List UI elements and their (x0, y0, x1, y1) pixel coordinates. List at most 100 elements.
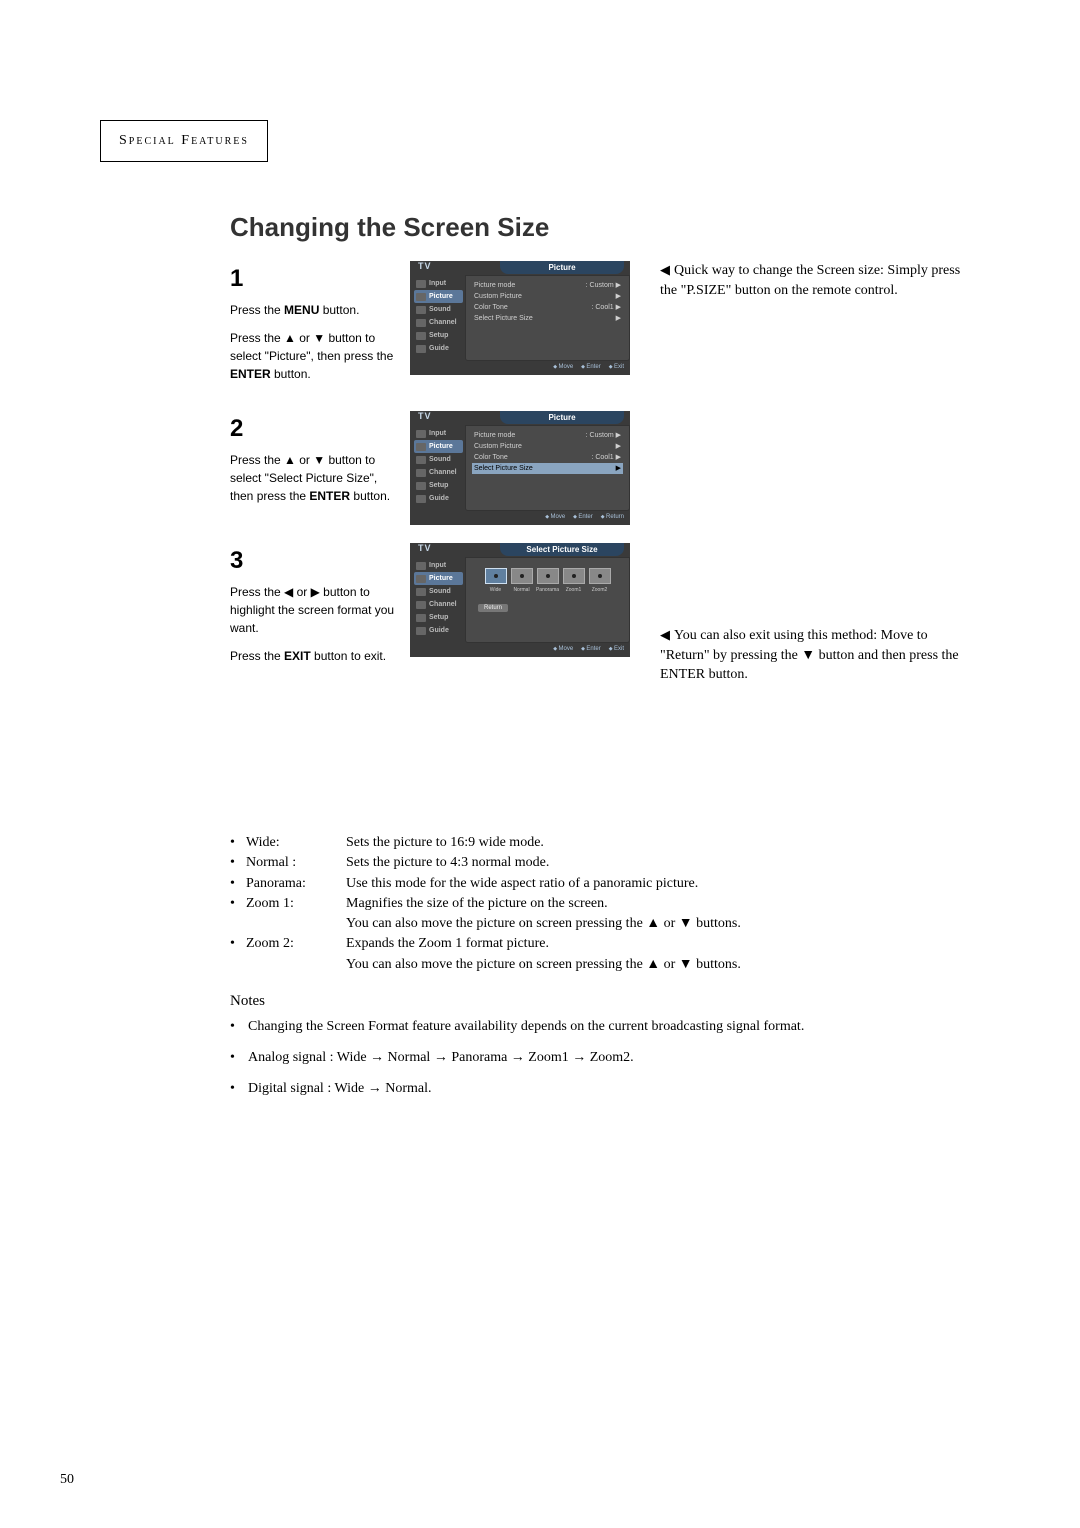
osd-menu-line: Color Tone: Cool1 ▶ (472, 452, 623, 463)
left-arrow-icon: ◀ (660, 627, 670, 642)
osd-menu-line: Custom Picture▶ (472, 441, 623, 452)
mode-description: Magnifies the size of the picture on the… (346, 894, 990, 935)
mode-description: Expands the Zoom 1 format picture.You ca… (346, 934, 990, 975)
osd-nav-item: Input (414, 559, 463, 572)
step-number: 2 (230, 411, 400, 447)
osd-title: Select Picture Size (500, 543, 624, 556)
osd-nav-item: Guide (414, 492, 463, 505)
step-instruction: Press the ▲ or ▼ button to select "Pictu… (230, 329, 400, 383)
mode-description: Use this mode for the wide aspect ratio … (346, 874, 990, 894)
size-option: Normal (511, 568, 533, 584)
sidenotes-column: ◀Quick way to change the Screen size: Si… (640, 261, 980, 825)
steps-column: 1 Press the MENU button. Press the ▲ or ▼… (230, 261, 640, 825)
osd-tv-label: TV (418, 411, 432, 421)
osd-tv-label: TV (418, 543, 432, 553)
section-header-text: Special Features (119, 133, 249, 148)
osd-nav-item: Input (414, 277, 463, 290)
step-number: 3 (230, 543, 400, 579)
step-instruction: Press the ▲ or ▼ button to select "Selec… (230, 451, 400, 505)
mode-row: • Zoom 1: Magnifies the size of the pict… (230, 894, 990, 935)
osd-nav-item: Guide (414, 342, 463, 355)
size-option: Wide (485, 568, 507, 584)
osd-foot-hint: Enter (581, 364, 601, 370)
osd-foot-hint: Exit (609, 364, 624, 370)
osd-nav-item: Setup (414, 611, 463, 624)
osd-foot-hint: Enter (581, 646, 601, 652)
step-row: 1 Press the MENU button. Press the ▲ or ▼… (230, 261, 640, 393)
osd-foot-hint: Return (601, 514, 624, 520)
step-instruction: Press the MENU button. (230, 301, 400, 319)
osd-nav: InputPictureSoundChannelSetupGuide (410, 557, 465, 643)
size-option: Zoom2 (589, 568, 611, 584)
osd-foot-hint: Move (553, 646, 573, 652)
osd-title: Picture (500, 411, 624, 424)
osd-footer: Move Enter Exit (410, 643, 630, 655)
osd-nav-item: Input (414, 427, 463, 440)
osd-nav-item: Picture (414, 290, 463, 303)
mode-label: Panorama: (246, 874, 346, 894)
osd-menu-line: Color Tone: Cool1 ▶ (472, 302, 623, 313)
note-item: Analog signal : Wide → Normal → Panorama… (230, 1049, 990, 1068)
note-item: Digital signal : Wide → Normal. (230, 1080, 990, 1099)
bullet-icon: • (230, 833, 246, 853)
osd-nav-item: Setup (414, 329, 463, 342)
page-number: 50 (60, 1472, 74, 1488)
osd-foot-hint: Exit (609, 646, 624, 652)
osd-footer: Move Enter Exit (410, 361, 630, 373)
mode-label: Zoom 2: (246, 934, 346, 954)
mode-row: • Normal : Sets the picture to 4:3 norma… (230, 853, 990, 873)
osd-container: TV Picture InputPictureSoundChannelSetup… (410, 261, 630, 393)
section-header: Special Features (100, 120, 268, 162)
osd-foot-hint: Move (545, 514, 565, 520)
osd-panel: WideNormalPanoramaZoom1Zoom2 Return (465, 557, 630, 643)
bullet-icon: • (230, 934, 246, 954)
step-number: 1 (230, 261, 400, 297)
osd-container: TV Select Picture Size InputPictureSound… (410, 543, 630, 675)
osd-tv-label: TV (418, 261, 432, 271)
bullet-icon: • (230, 894, 246, 914)
osd-footer: MoveEnterReturn (410, 511, 630, 523)
step-row: 2 Press the ▲ or ▼ button to select "Sel… (230, 411, 640, 525)
step-instruction: Press the ◀ or ▶ button to highlight the… (230, 583, 400, 637)
step-row: 3 Press the ◀ or ▶ button to highlight t… (230, 543, 640, 675)
return-button: Return (478, 604, 508, 612)
mode-label: Wide: (246, 833, 346, 853)
left-arrow-icon: ◀ (660, 262, 670, 277)
osd-screenshot: TV Picture InputPictureSoundChannelSetup… (410, 261, 630, 375)
size-option: Panorama (537, 568, 559, 584)
osd-container: TV Picture InputPictureSoundChannelSetup… (410, 411, 630, 525)
page-title: Changing the Screen Size (230, 212, 990, 243)
note-item: Changing the Screen Format feature avail… (230, 1018, 990, 1037)
osd-nav-item: Picture (414, 440, 463, 453)
notes-list: Changing the Screen Format feature avail… (230, 1018, 990, 1099)
osd-nav-item: Channel (414, 466, 463, 479)
bullet-icon: • (230, 874, 246, 894)
step-text: 3 Press the ◀ or ▶ button to highlight t… (230, 543, 410, 675)
mode-label: Zoom 1: (246, 894, 346, 914)
mode-description: Sets the picture to 4:3 normal mode. (346, 853, 990, 873)
notes-title: Notes (230, 993, 990, 1010)
modes-list: • Wide: Sets the picture to 16:9 wide mo… (230, 833, 990, 975)
osd-menu-line: Select Picture Size▶ (472, 313, 623, 324)
osd-panel: Picture mode: Custom ▶Custom Picture▶Col… (465, 425, 630, 511)
osd-nav-item: Guide (414, 624, 463, 637)
osd-nav: InputPictureSoundChannelSetupGuide (410, 275, 465, 361)
step-text: 2 Press the ▲ or ▼ button to select "Sel… (230, 411, 410, 525)
size-option: Zoom1 (563, 568, 585, 584)
size-picker: WideNormalPanoramaZoom1Zoom2 (472, 562, 623, 586)
osd-menu-line: Picture mode: Custom ▶ (472, 430, 623, 441)
osd-nav-item: Sound (414, 303, 463, 316)
mode-row: • Panorama: Use this mode for the wide a… (230, 874, 990, 894)
osd-nav-item: Setup (414, 479, 463, 492)
osd-foot-hint: Move (553, 364, 573, 370)
mode-row: • Wide: Sets the picture to 16:9 wide mo… (230, 833, 990, 853)
side-note: ◀Quick way to change the Screen size: Si… (660, 261, 980, 300)
osd-nav: InputPictureSoundChannelSetupGuide (410, 425, 465, 511)
osd-title: Picture (500, 261, 624, 274)
osd-menu-line: Select Picture Size▶ (472, 463, 623, 474)
mode-row: • Zoom 2: Expands the Zoom 1 format pict… (230, 934, 990, 975)
bullet-icon: • (230, 853, 246, 873)
osd-nav-item: Sound (414, 453, 463, 466)
step-instruction: Press the EXIT button to exit. (230, 647, 400, 665)
osd-nav-item: Picture (414, 572, 463, 585)
